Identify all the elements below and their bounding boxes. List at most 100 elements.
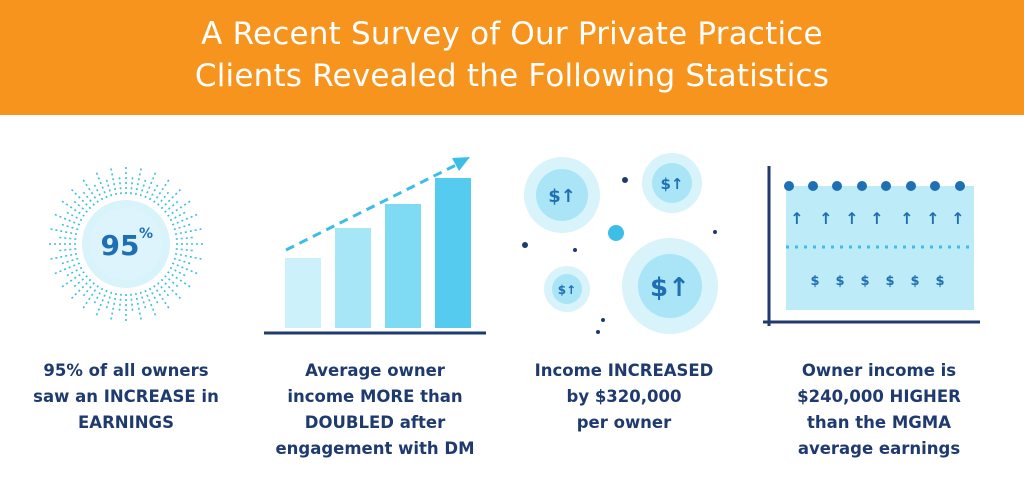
sunburst-percent-icon: 95 % xyxy=(46,164,206,324)
dot xyxy=(522,242,528,248)
sunburst-ray xyxy=(157,282,172,299)
page-title-line-1: A Recent Survey of Our Private Practice xyxy=(201,16,823,52)
sunburst-ray xyxy=(171,262,201,276)
sunburst-ray xyxy=(174,252,205,261)
dot xyxy=(713,230,717,234)
top-dot xyxy=(857,181,867,191)
sunburst-ray xyxy=(174,227,205,236)
sunburst-ray xyxy=(160,278,184,302)
dollar-sign: $ xyxy=(935,274,944,289)
sunburst-ray xyxy=(139,176,148,197)
stat-line: average earnings xyxy=(797,439,961,458)
dollar-sign: $ xyxy=(810,274,819,289)
sunburst-ray xyxy=(148,181,160,201)
sunburst-ray xyxy=(56,236,77,240)
bar-2 xyxy=(335,228,371,328)
sunburst-ray xyxy=(175,248,196,252)
sunburst-ray xyxy=(134,165,143,196)
sunburst-ray xyxy=(164,275,181,290)
dollar-sign: $ xyxy=(910,274,919,289)
stat-line: DOUBLED after xyxy=(304,413,446,432)
trend-arrow-head xyxy=(452,157,470,171)
sunburst-ray xyxy=(71,198,88,213)
top-dot xyxy=(808,181,818,191)
rising-bar-chart-icon xyxy=(264,157,486,335)
sunburst-ray xyxy=(94,289,108,319)
dot xyxy=(596,330,600,334)
stat-line: Income INCREASED xyxy=(534,361,714,380)
stat-line: by $320,000 xyxy=(566,387,682,406)
coin-label-2: $↑ xyxy=(660,175,683,193)
top-dot xyxy=(906,181,916,191)
up-arrow-icon: ↑ xyxy=(951,209,964,228)
sunburst-ray xyxy=(59,271,85,290)
sunburst-ray xyxy=(167,198,193,217)
dot xyxy=(573,248,577,252)
bar-4 xyxy=(435,178,471,328)
stat-line: saw an INCREASE in xyxy=(33,387,219,406)
up-arrow-icon: ↑ xyxy=(870,209,883,228)
header-banner: A Recent Survey of Our Private Practice … xyxy=(0,0,1024,115)
sunburst-ray xyxy=(160,186,184,210)
bar-3 xyxy=(385,204,421,328)
sunburst-ray xyxy=(80,285,99,311)
sunburst-ray xyxy=(118,293,122,314)
bar-1 xyxy=(285,258,321,328)
dot xyxy=(601,318,605,322)
stat-income-increased: Income INCREASED by $320,000 per owner xyxy=(504,358,744,436)
sunburst-ray xyxy=(56,248,77,252)
stat-line: than the MGMA xyxy=(807,413,951,432)
coin-label-3: $↑ xyxy=(558,283,576,297)
income-area xyxy=(786,186,974,310)
top-dot xyxy=(784,181,794,191)
coin-label-4: $↑ xyxy=(650,273,690,303)
sunburst-ray xyxy=(167,271,193,290)
income-comparison-chart-icon: ↑ ↑ ↑ ↑ ↑ ↑ ↑ $ $ $ $ $ $ xyxy=(763,166,980,326)
sunburst-ray xyxy=(63,266,83,278)
stat-line: Average owner xyxy=(305,361,445,380)
stat-line: EARNINGS xyxy=(78,413,174,432)
sunburst-ray xyxy=(130,293,134,314)
sunburst-ray xyxy=(71,275,88,290)
stat-line: engagement with DM xyxy=(275,439,475,458)
sunburst-ray xyxy=(80,189,95,206)
sunburst-ray xyxy=(68,186,92,210)
up-arrow-icon: ↑ xyxy=(790,209,803,228)
sunburst-ray xyxy=(164,198,181,213)
sunburst-ray xyxy=(51,262,81,276)
top-dot xyxy=(832,181,842,191)
sunburst-ray xyxy=(153,285,172,311)
stat-earnings-increase: 95% of all owners saw an INCREASE in EAR… xyxy=(6,358,246,436)
sunburst-ray xyxy=(144,289,158,319)
sunburst-ray xyxy=(47,252,78,261)
dot xyxy=(622,177,628,183)
sunburst-ray xyxy=(109,292,118,323)
sunburst-ray xyxy=(58,222,79,231)
up-arrow-icon: ↑ xyxy=(900,209,913,228)
sunburst-ray xyxy=(92,287,104,307)
sunburst-ray xyxy=(58,257,79,266)
up-arrow-icon: ↑ xyxy=(845,209,858,228)
sunburst-ray xyxy=(134,292,143,323)
badge-value: 95 xyxy=(101,229,140,262)
stat-line: 95% of all owners xyxy=(43,361,209,380)
sunburst-ray xyxy=(139,291,148,312)
dollar-sign: $ xyxy=(885,274,894,289)
page-title-line-2: Clients Revealed the Following Statistic… xyxy=(194,58,830,94)
sunburst-ray xyxy=(148,287,160,307)
stat-line: Owner income is xyxy=(801,361,957,380)
sunburst-ray xyxy=(175,236,196,240)
sunburst-ray xyxy=(118,174,122,195)
top-dot xyxy=(881,181,891,191)
sunburst-ray xyxy=(104,291,113,312)
sunburst-ray xyxy=(109,165,118,196)
stat-line: $240,000 HIGHER xyxy=(797,387,961,406)
sunburst-ray xyxy=(169,210,189,222)
sunburst-ray xyxy=(173,257,194,266)
up-arrow-icon: ↑ xyxy=(926,209,939,228)
sunburst-ray xyxy=(173,222,194,231)
top-dot xyxy=(930,181,940,191)
sunburst-ray xyxy=(171,212,201,226)
top-dot xyxy=(955,181,965,191)
